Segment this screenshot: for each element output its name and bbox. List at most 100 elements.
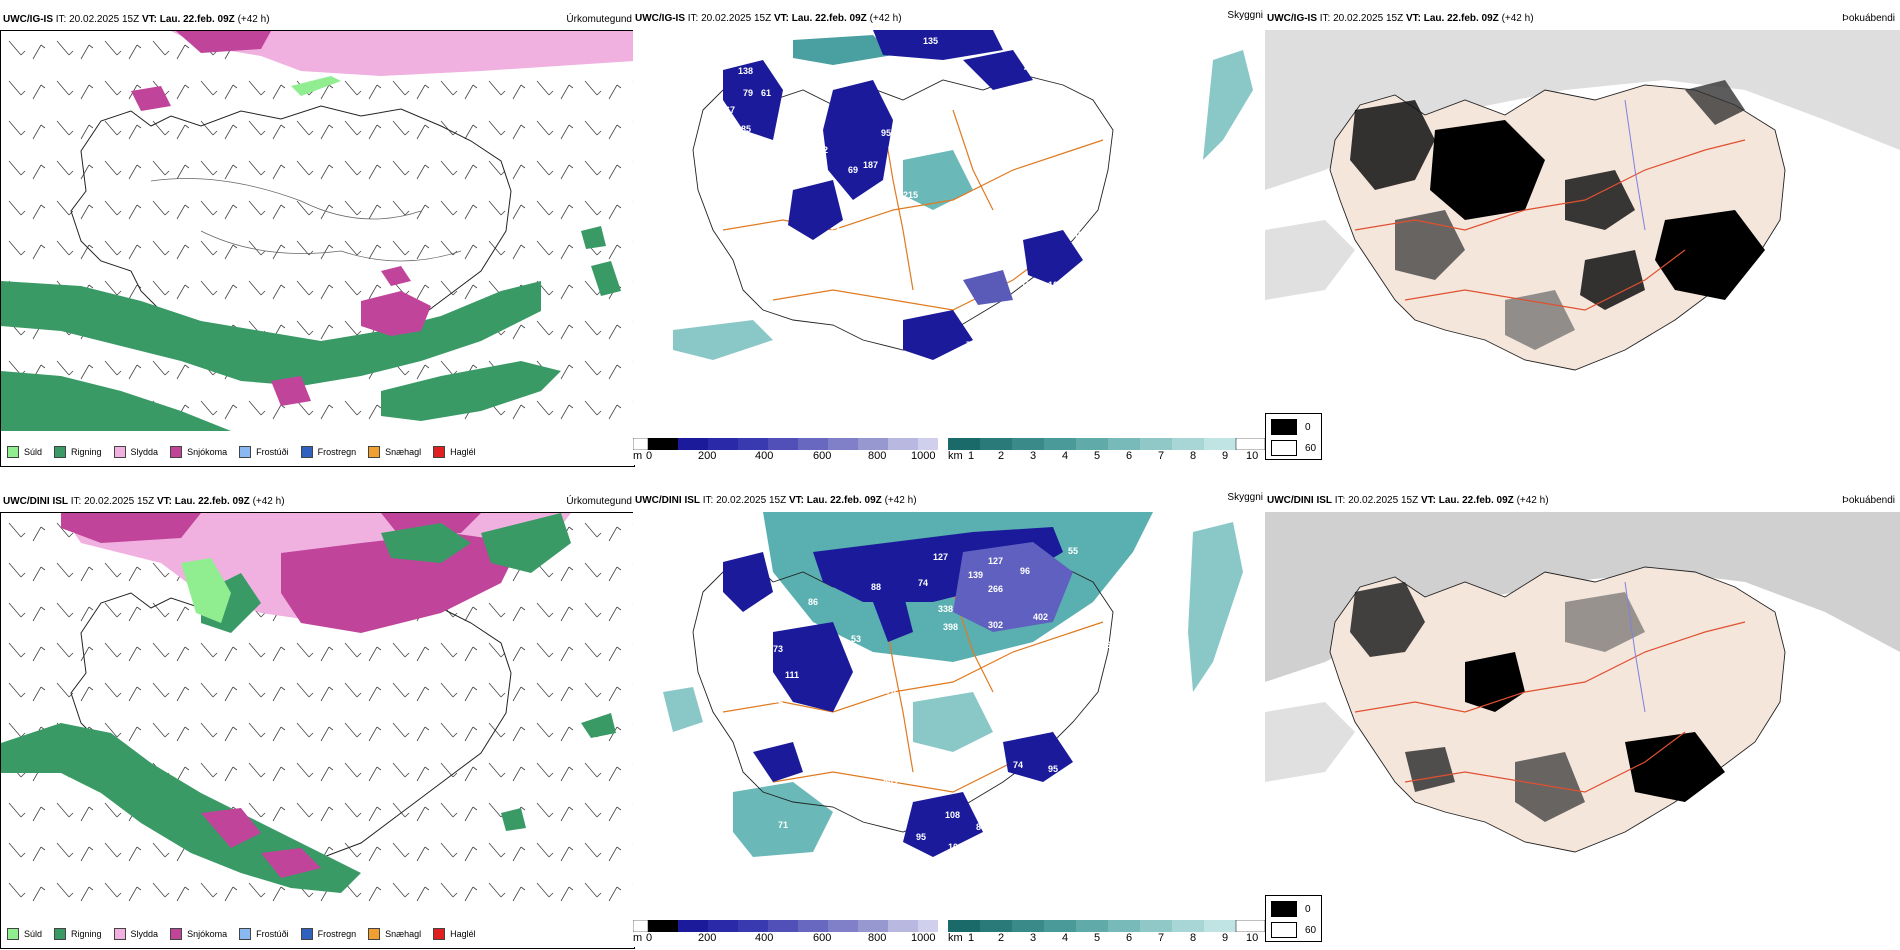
legend-swatch: [7, 928, 19, 940]
cloud-number: 74: [918, 578, 929, 588]
fog-panel-row1: UWC/IG-IS IT: 20.02.2025 15Z VT: Lau. 22…: [1265, 13, 1900, 465]
cloud-number: 74: [1109, 275, 1120, 285]
visibility-colorbar: km 1 2 3 4 5 6 7 8 9 10: [948, 920, 1265, 946]
cloud-number: 76: [886, 686, 897, 696]
snow-area: [281, 533, 521, 633]
visibility-tick: 4: [1062, 450, 1069, 462]
fog-panel-type-label: Þokuábendi: [1842, 13, 1895, 24]
fog-legend-label: 0: [1305, 903, 1311, 915]
cloud-number: 65: [936, 872, 947, 882]
cloud-base-tick: 0: [646, 932, 653, 944]
cloud-number: 227: [1085, 609, 1101, 619]
legend-swatch: [433, 928, 446, 940]
cloud-number: 713: [1045, 644, 1061, 654]
cloud-number: 147: [1023, 298, 1039, 308]
cloud-number: 135: [923, 36, 939, 46]
cloud-number: 456: [1096, 640, 1112, 650]
iceland-outline: [70, 105, 512, 377]
cloud-number: 75: [768, 230, 779, 240]
fog-swatch-dark: [1271, 419, 1297, 435]
visibility-colorbar: km 1 2 3 4 5 6 7 8 9 10: [948, 438, 1265, 464]
legend-item: Snjókoma: [170, 928, 227, 940]
legend-swatch: [368, 928, 381, 940]
cloud-base-tick: 600: [813, 932, 832, 944]
cloud-number: 173: [733, 540, 749, 550]
cloud-number: 83: [1033, 320, 1044, 330]
fog-legend-label: 60: [1305, 442, 1317, 454]
cloud-base-tick: 600: [813, 450, 832, 462]
fog-map-row2: [1265, 512, 1900, 853]
cloud-number: 98: [1133, 260, 1144, 270]
visibility-tick: 10: [1246, 932, 1259, 944]
cloud-number: 18: [1218, 160, 1229, 170]
cloud-number: 79: [743, 88, 754, 98]
cloud-number: 73: [773, 644, 784, 654]
visibility-tick: 9: [1222, 450, 1229, 462]
cloud-panel-row2: UWC/DINI ISL IT: 20.02.2025 15Z VT: Lau.…: [633, 492, 1265, 947]
legend-item: Slydda: [113, 446, 158, 458]
fog-panel-title: UWC/IG-IS IT: 20.02.2025 15Z VT: Lau. 22…: [1267, 13, 1534, 24]
legend-item: Súld: [7, 446, 42, 458]
fog-panel-type-label: Þokuábendi: [1842, 495, 1895, 506]
legend-swatch: [300, 446, 313, 458]
cloud-number: 127: [933, 552, 949, 562]
cloud-base-tick: 0: [646, 450, 653, 462]
visibility-tick: 1: [968, 932, 975, 944]
cloud-panel-title: UWC/IG-IS IT: 20.02.2025 15Z VT: Lau. 22…: [635, 13, 902, 24]
cloud-number: 133: [973, 240, 989, 250]
legend-swatch: [300, 928, 313, 940]
legend-item: Súld: [7, 928, 42, 940]
precip-panel-title: UWC/DINI ISL IT: 20.02.2025 15Z VT: Lau.…: [3, 496, 285, 507]
cloud-number: 55: [1068, 546, 1079, 556]
visibility-tick: 8: [1190, 932, 1197, 944]
cloud-number: 127: [988, 556, 1004, 566]
cloud-base-tick: 800: [868, 450, 887, 462]
cloud-number: 51: [991, 352, 1002, 362]
legend-swatch: [170, 446, 183, 458]
cloud-number: 110: [1060, 782, 1075, 792]
cloud-number: 74: [1079, 293, 1090, 303]
precip-panel-row2: UWC/DINI ISL IT: 20.02.2025 15Z VT: Lau.…: [0, 496, 635, 949]
cloud-number: 62: [785, 124, 796, 134]
cloud-panel-type-label: Skyggni: [1227, 10, 1263, 21]
visibility-tick: 8: [1190, 450, 1197, 462]
legend-swatch: [54, 446, 67, 458]
precip-panel-type-label: Úrkomutegund: [566, 14, 632, 25]
visibility-tick: 10: [1246, 450, 1259, 462]
visibility-tick: 3: [1030, 932, 1037, 944]
cloud-number: 61: [761, 88, 772, 98]
legend-item: Rigning: [54, 928, 102, 940]
precip-legend: Súld Rigning Slydda Snjókoma Frostúði Fr…: [7, 928, 488, 940]
cloud-number: 46: [1073, 230, 1084, 240]
cloud-number: 138: [738, 66, 754, 76]
fog-legend-box: 0 60: [1265, 895, 1322, 942]
cloud-number: 86: [808, 597, 819, 607]
precip-map-row1: [1, 31, 634, 431]
cloud-number: 177: [1021, 280, 1037, 290]
cloud-number: 266: [988, 584, 1004, 594]
legend-swatch: [170, 928, 183, 940]
cloud-number: 109: [1088, 265, 1104, 275]
rain-area: [381, 523, 471, 563]
legend-swatch: [239, 446, 252, 458]
cloud-base-tick: 400: [755, 932, 774, 944]
legend-item: Frostúði: [239, 928, 289, 940]
cloud-number: 90: [923, 106, 934, 116]
legend-item: Rigning: [54, 446, 102, 458]
cloud-number: 111: [785, 670, 800, 680]
cloud-number: 108: [945, 810, 961, 820]
precip-panel-type-label: Úrkomutegund: [566, 496, 632, 507]
cloud-number: 95: [1048, 764, 1059, 774]
cloud-number: 68: [878, 652, 889, 662]
cloud-number: 100: [948, 842, 964, 852]
legend-swatch: [368, 446, 381, 458]
cloud-number: 83: [976, 822, 987, 832]
cloud-base-unit: m: [633, 450, 643, 462]
legend-item: Haglél: [433, 446, 476, 458]
cloud-map-row2: [663, 512, 1243, 857]
fog-legend-label: 0: [1305, 421, 1311, 433]
visibility-tick: 4: [1062, 932, 1069, 944]
cloud-base-gradient: [633, 920, 938, 932]
cloud-number: 29: [1053, 210, 1064, 220]
snow-area: [176, 31, 271, 53]
